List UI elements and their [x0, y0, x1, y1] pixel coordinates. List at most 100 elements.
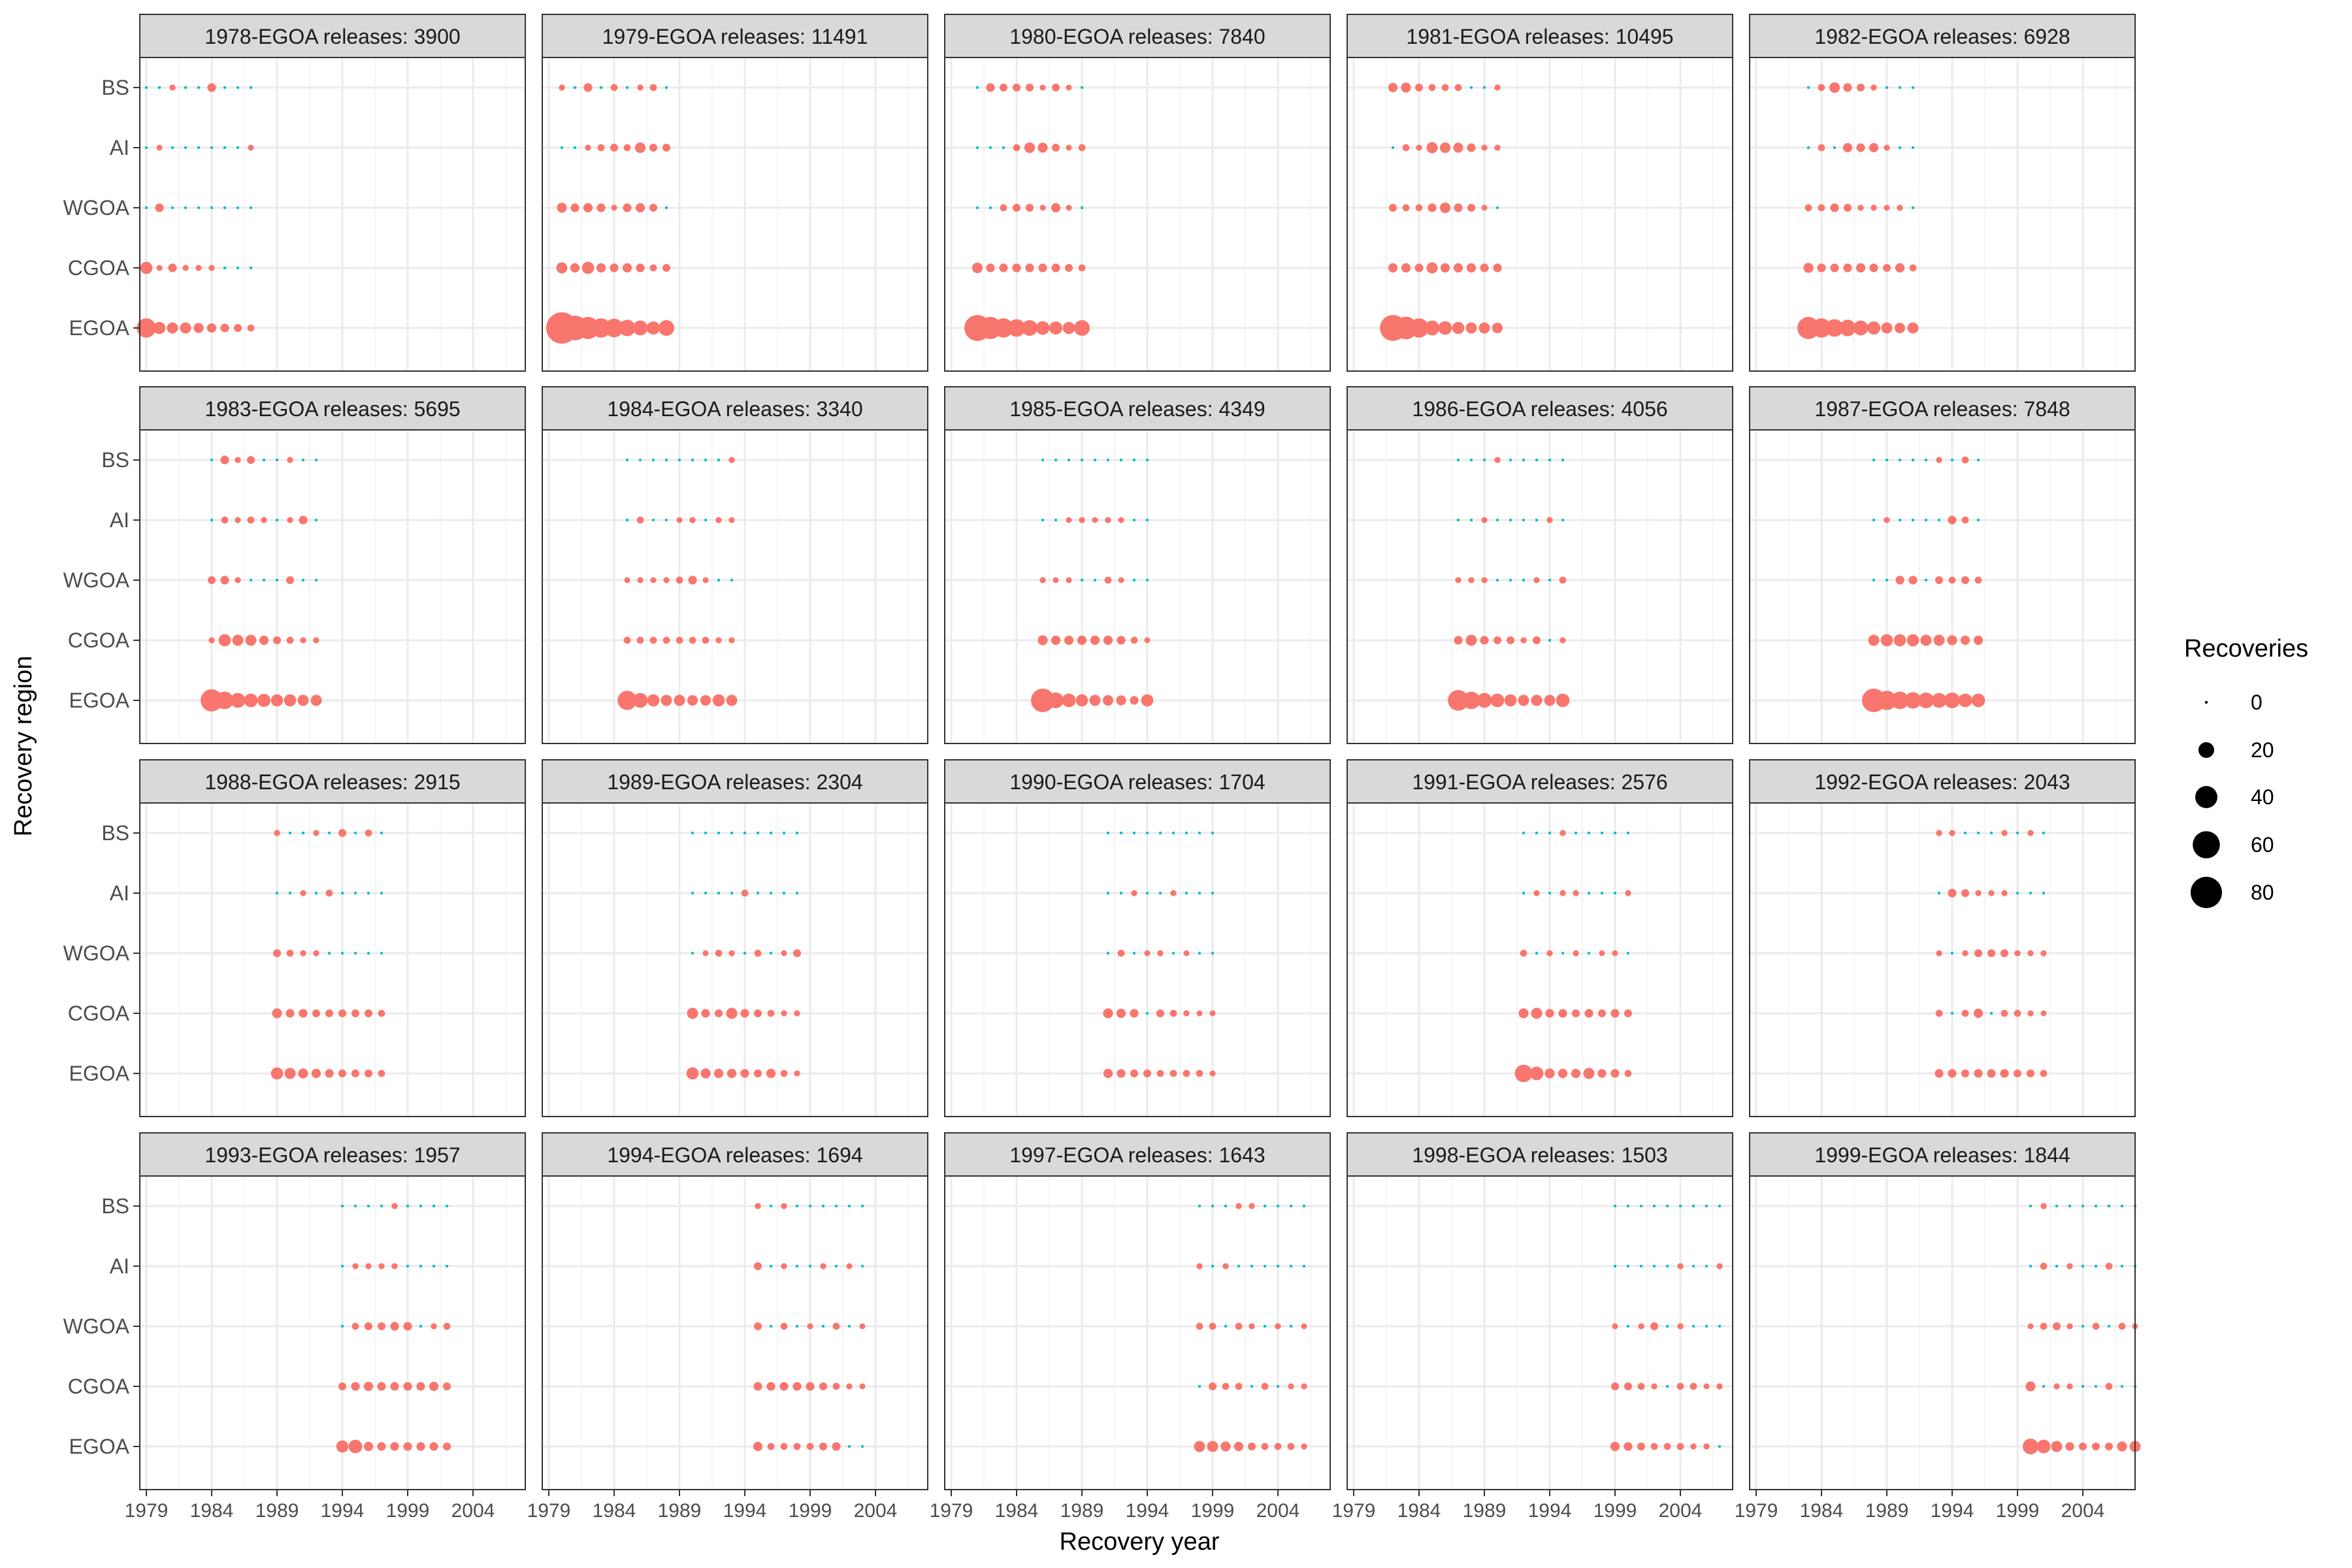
data-point: [1439, 202, 1451, 214]
data-point: [1196, 1322, 1203, 1330]
data-point: [288, 831, 292, 835]
data-point: [1624, 1070, 1632, 1077]
data-point: [1249, 1203, 1255, 1209]
data-point: [365, 829, 372, 837]
x-tick-label: 1999: [1593, 1500, 1637, 1522]
data-point: [1961, 1009, 1969, 1017]
data-point: [1455, 577, 1462, 583]
data-point: [235, 457, 241, 463]
panel-border: [1749, 1175, 2136, 1490]
data-point: [1158, 831, 1162, 835]
data-point: [1118, 577, 1124, 583]
data-point: [585, 144, 591, 151]
panel-border: [139, 429, 526, 744]
data-point: [262, 578, 266, 582]
data-point: [1544, 694, 1556, 706]
facet-title: 1988-EGOA releases: 2915: [204, 770, 460, 794]
data-point: [2027, 950, 2034, 956]
y-tick-label: WGOA: [63, 196, 130, 220]
data-point: [999, 263, 1008, 272]
data-point: [445, 1264, 449, 1268]
data-point: [1904, 692, 1921, 709]
data-point: [1465, 322, 1477, 334]
data-point: [1263, 1264, 1267, 1268]
data-point: [1891, 691, 1909, 710]
data-point: [236, 146, 240, 150]
data-point: [1049, 321, 1063, 335]
data-point: [1414, 263, 1424, 272]
y-tick-label: AI: [110, 136, 129, 159]
data-point: [314, 458, 318, 462]
data-point: [726, 694, 738, 706]
data-point: [363, 1381, 374, 1392]
data-point: [1492, 322, 1503, 334]
data-point: [1989, 1011, 1993, 1015]
data-point: [261, 517, 267, 523]
facet-panel: 1981-EGOA releases: 10495: [1347, 14, 1733, 372]
data-point: [1548, 831, 1552, 835]
data-point: [221, 516, 229, 524]
data-point: [766, 1382, 776, 1391]
data-point: [2092, 1443, 2100, 1450]
data-point: [1880, 634, 1893, 647]
data-point: [2094, 1204, 2098, 1208]
plot-background: [542, 430, 928, 743]
panel-border: [542, 802, 928, 1117]
data-point: [1131, 890, 1137, 896]
data-point: [1911, 86, 1915, 90]
data-point: [1493, 263, 1502, 272]
data-point: [780, 1322, 788, 1330]
data-point: [257, 693, 271, 708]
panel-border: [1749, 57, 2136, 372]
facet-panel: 1990-EGOA releases: 1704: [944, 759, 1331, 1117]
data-point: [443, 1322, 451, 1330]
x-tick-label: 2004: [854, 1500, 898, 1522]
facet-strip: [1347, 1132, 1733, 1177]
data-point: [144, 86, 148, 90]
data-point: [1388, 263, 1398, 273]
data-point: [416, 1382, 425, 1391]
plot-background: [140, 803, 525, 1117]
data-point: [646, 321, 661, 335]
data-point: [1438, 321, 1452, 335]
data-point: [351, 1070, 359, 1077]
data-point: [1587, 951, 1591, 955]
data-point: [1626, 831, 1630, 835]
legend-key: [2204, 700, 2208, 704]
data-point: [1039, 204, 1046, 211]
data-point: [2016, 891, 2019, 895]
data-point: [1705, 1324, 1708, 1328]
data-point: [743, 951, 747, 955]
data-point: [820, 1263, 826, 1269]
data-point: [846, 1383, 853, 1390]
data-point: [1090, 635, 1100, 645]
data-point: [182, 265, 189, 271]
data-point: [2068, 1204, 2072, 1208]
data-point: [1494, 457, 1501, 463]
data-point: [144, 146, 148, 150]
data-point: [1818, 84, 1825, 91]
data-point: [1931, 693, 1947, 708]
data-point: [781, 1203, 787, 1209]
y-tick-label: AI: [110, 1254, 129, 1278]
data-point: [1857, 204, 1864, 211]
data-point: [1080, 458, 1084, 462]
data-point: [1933, 634, 1945, 646]
data-point: [625, 458, 629, 462]
data-point: [378, 1070, 385, 1077]
data-point: [1843, 83, 1852, 92]
data-point: [1026, 84, 1034, 91]
data-point: [570, 203, 580, 212]
data-point: [1209, 1322, 1217, 1330]
data-point: [686, 1067, 699, 1080]
data-point: [1529, 1066, 1544, 1081]
data-point: [2014, 1009, 2021, 1017]
data-point: [2040, 1010, 2047, 1017]
data-point: [691, 458, 694, 462]
data-point: [1895, 576, 1904, 585]
facet-title: 1978-EGOA releases: 3900: [204, 25, 460, 48]
facet-panel: 1978-EGOA releases: 3900: [137, 14, 526, 372]
data-point: [766, 1068, 776, 1079]
data-point: [1428, 84, 1436, 91]
data-point: [637, 84, 644, 91]
